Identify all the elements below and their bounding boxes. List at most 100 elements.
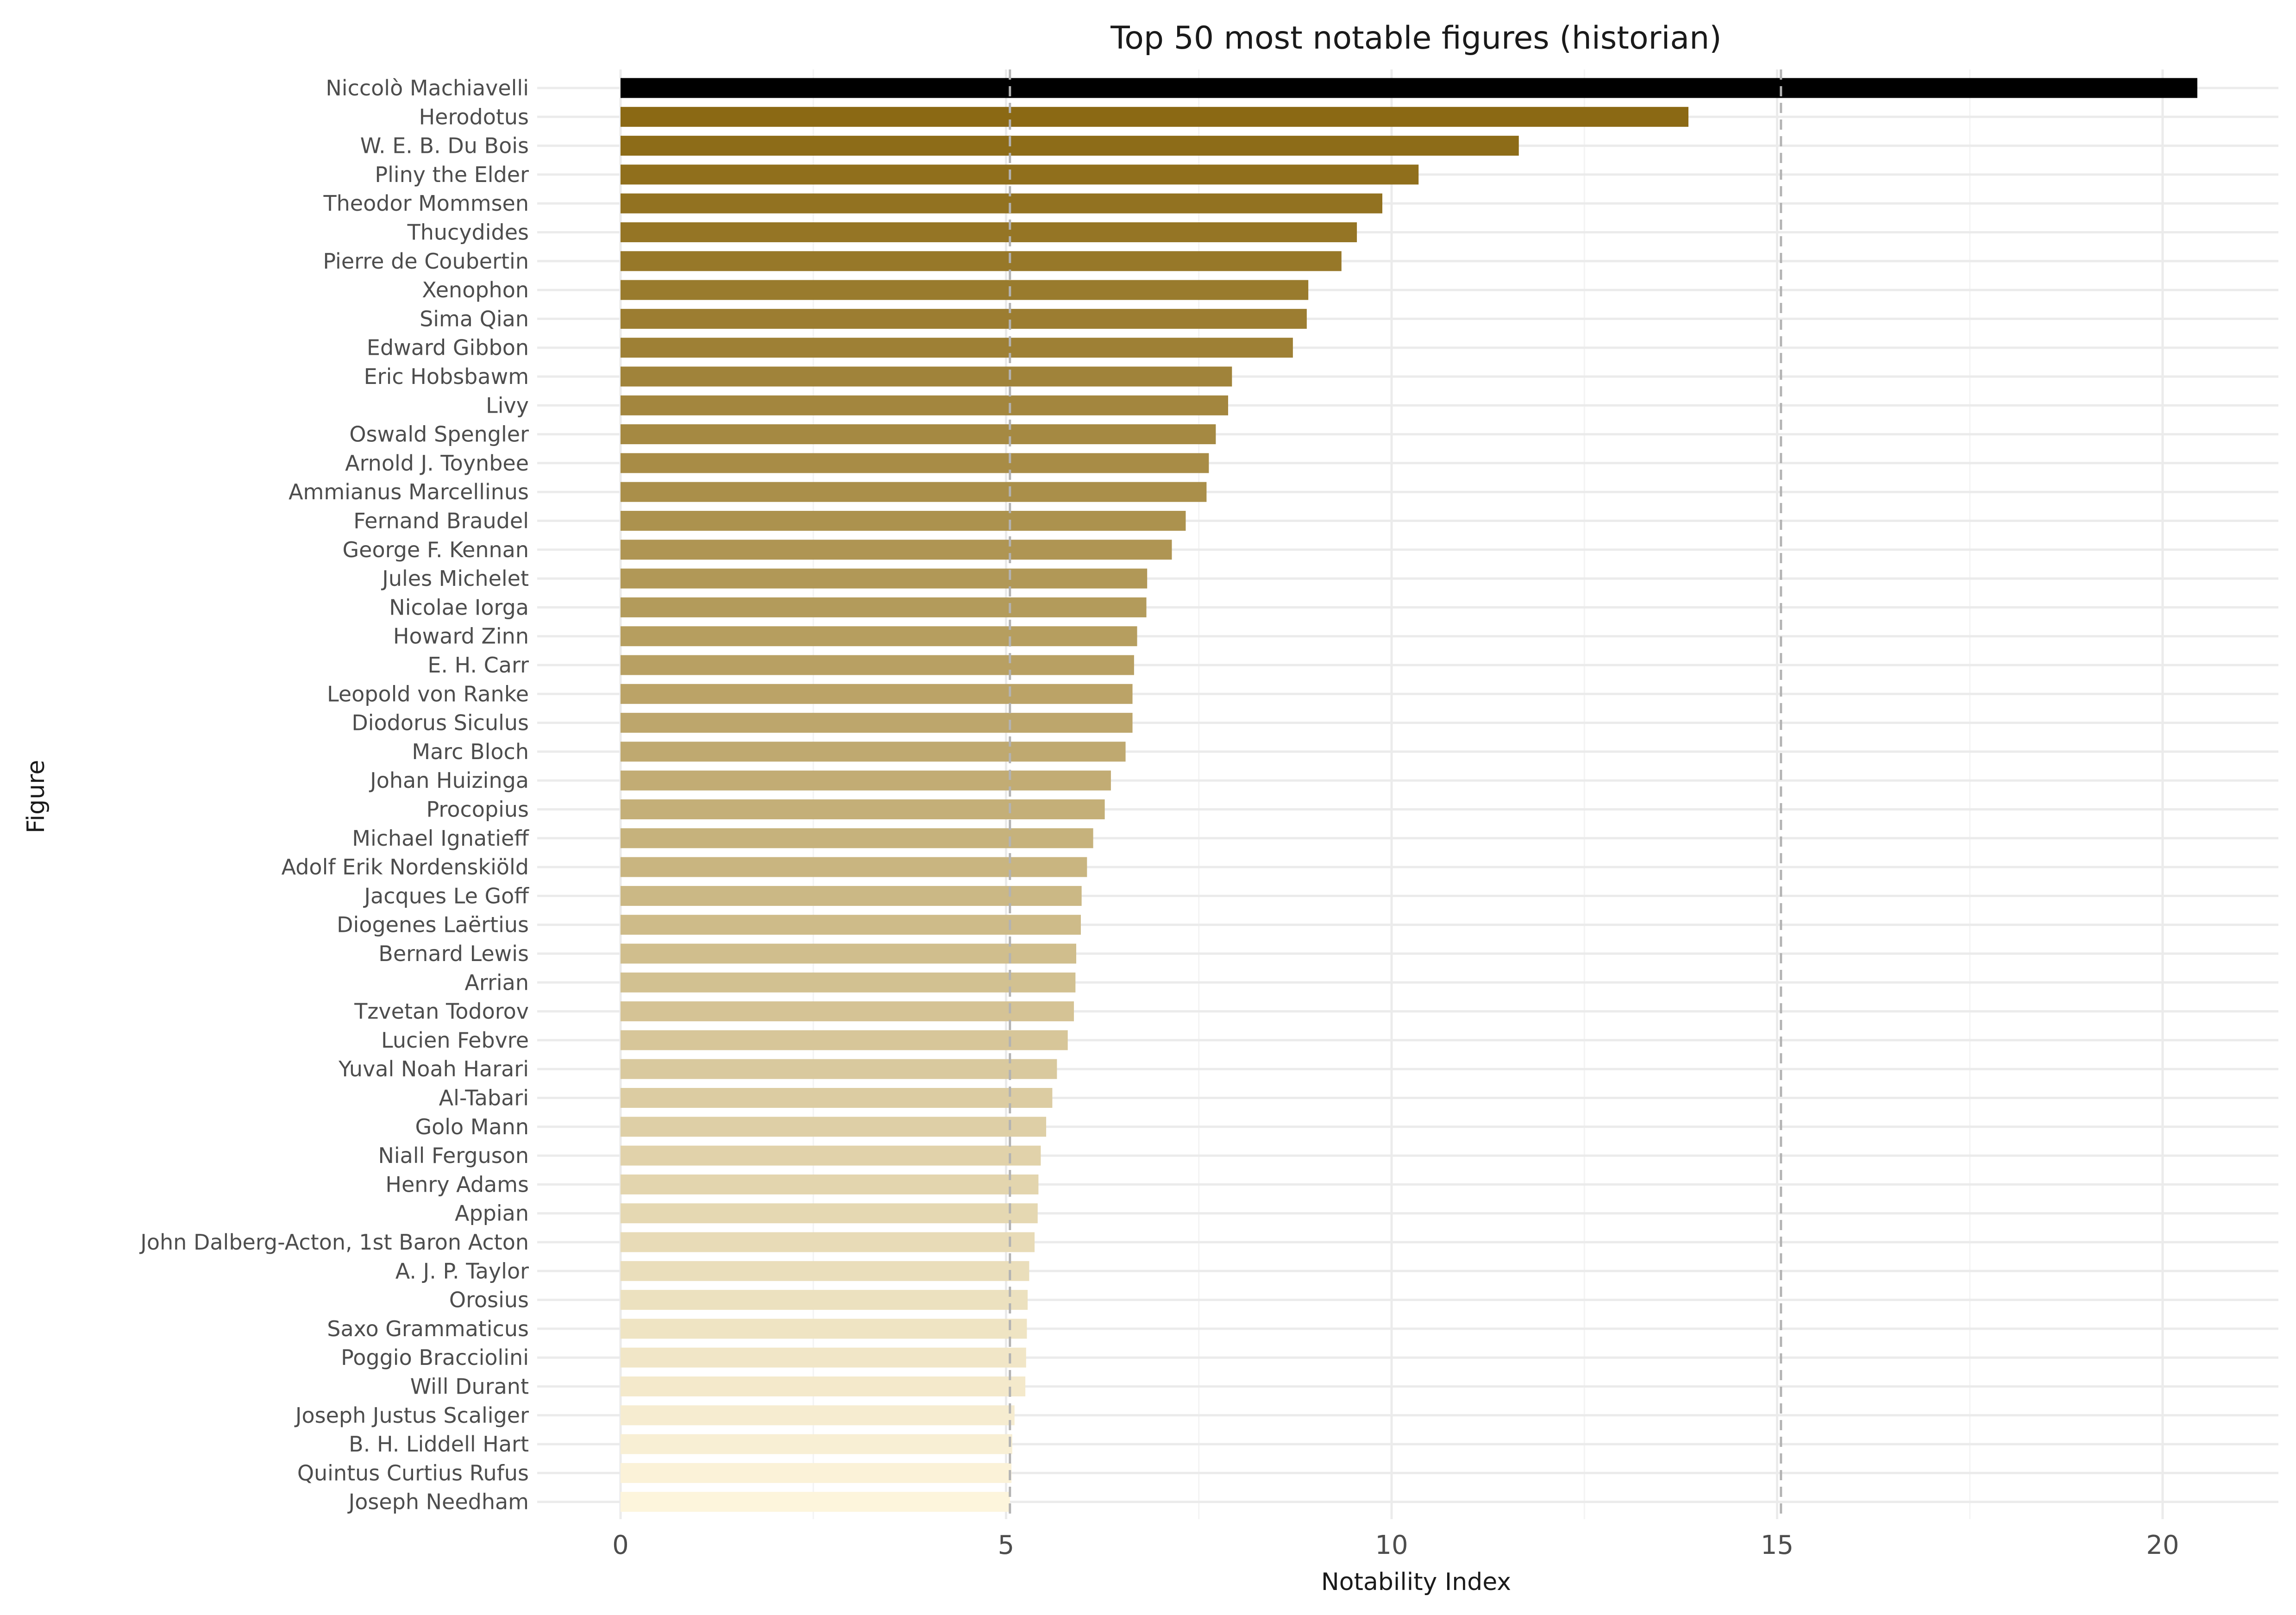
bar xyxy=(621,511,1186,531)
bar xyxy=(621,1203,1038,1224)
y-tick-label: B. H. Liddell Hart xyxy=(349,1432,529,1457)
y-tick-labels: Niccolò Machiavelli Herodotus W. E. B. Du … xyxy=(139,75,529,1514)
bar xyxy=(621,1261,1029,1281)
x-tick-label: 20 xyxy=(2146,1530,2179,1560)
y-tick-label: Orosius xyxy=(449,1288,529,1313)
x-tick-labels: 0 5 10 15 20 xyxy=(612,1530,2179,1560)
bar xyxy=(621,338,1293,358)
x-tick-label: 0 xyxy=(612,1530,629,1560)
bar xyxy=(621,1088,1053,1108)
y-tick-label: Marc Bloch xyxy=(412,739,529,764)
bar xyxy=(621,424,1216,445)
y-tick-label: Nicolae Iorga xyxy=(389,595,529,620)
y-tick-label: Eric Hobsbawm xyxy=(364,364,529,389)
bar xyxy=(621,770,1111,791)
y-tick-label: Saxo Grammaticus xyxy=(327,1316,529,1341)
bar xyxy=(621,1290,1028,1310)
y-tick-label: Herodotus xyxy=(419,104,529,129)
bar xyxy=(621,857,1087,877)
y-tick-label: John Dalberg-Acton, 1st Baron Acton xyxy=(139,1230,529,1255)
bar xyxy=(621,395,1229,415)
x-tick-label: 10 xyxy=(1375,1530,1408,1560)
bar xyxy=(621,655,1134,675)
x-tick-label: 5 xyxy=(998,1530,1015,1560)
y-tick-label: Theodor Mommsen xyxy=(323,191,529,216)
y-tick-label: Pierre de Coubertin xyxy=(323,249,529,274)
y-tick-label: Tzvetan Todorov xyxy=(354,999,529,1024)
y-tick-label: Thucydides xyxy=(407,220,529,245)
y-tick-label: Jacques Le Goff xyxy=(363,883,529,908)
y-tick-label: Edward Gibbon xyxy=(367,335,529,360)
y-tick-label: Sima Qian xyxy=(420,306,529,331)
y-tick-label: A. J. P. Taylor xyxy=(395,1258,529,1283)
bar xyxy=(621,597,1147,617)
y-tick-label: Diogenes Laërtius xyxy=(337,912,529,937)
y-tick-label: Adolf Erik Nordenskiöld xyxy=(282,855,529,880)
bar xyxy=(621,684,1133,704)
bar xyxy=(621,78,2197,98)
bar xyxy=(621,1405,1015,1426)
bar xyxy=(621,568,1148,589)
y-axis-title: Figure xyxy=(22,760,50,834)
y-tick-label: Niall Ferguson xyxy=(378,1143,529,1168)
y-tick-label: Livy xyxy=(486,393,529,418)
y-tick-label: Bernard Lewis xyxy=(378,941,529,966)
bar xyxy=(621,713,1133,733)
y-tick-label: Howard Zinn xyxy=(393,624,529,649)
bar xyxy=(621,915,1081,935)
bar xyxy=(621,1174,1039,1194)
y-tick-label: Xenophon xyxy=(422,277,529,302)
bar xyxy=(621,742,1126,762)
bar xyxy=(621,107,1689,127)
bar xyxy=(621,1463,1012,1483)
bar xyxy=(621,972,1076,993)
y-tick-label: Henry Adams xyxy=(385,1172,529,1197)
y-tick-label: Jules Michelet xyxy=(381,566,529,591)
y-tick-label: Johan Huizinga xyxy=(369,768,529,793)
bar xyxy=(621,799,1105,819)
y-tick-label: Will Durant xyxy=(410,1374,529,1399)
reference-lines xyxy=(1009,69,1782,1519)
y-tick-label: Niccolò Machiavelli xyxy=(326,75,529,101)
y-tick-label: Joseph Needham xyxy=(347,1489,529,1514)
bar xyxy=(621,136,1519,156)
bar xyxy=(621,828,1093,848)
bar xyxy=(621,1030,1068,1050)
y-tick-label: Golo Mann xyxy=(415,1114,529,1139)
y-tick-label: Quintus Curtius Rufus xyxy=(297,1460,529,1485)
x-axis-title: Notability Index xyxy=(1321,1568,1511,1596)
bar xyxy=(621,1117,1047,1137)
y-tick-label: W. E. B. Du Bois xyxy=(360,133,529,158)
bar xyxy=(621,1001,1074,1022)
bar xyxy=(621,366,1232,387)
bar xyxy=(621,308,1307,329)
y-tick-label: Diodorus Siculus xyxy=(351,710,529,735)
bar xyxy=(621,1492,1010,1512)
bar xyxy=(621,1319,1027,1339)
y-tick-label: Fernand Braudel xyxy=(353,509,529,534)
bar xyxy=(621,540,1172,560)
bar xyxy=(621,1059,1057,1079)
bar xyxy=(621,193,1383,214)
y-tick-label: Appian xyxy=(455,1201,529,1226)
bar xyxy=(621,251,1342,271)
bar xyxy=(621,482,1207,502)
bar xyxy=(621,1376,1026,1396)
y-tick-label: George F. Kennan xyxy=(343,537,529,562)
x-tick-label: 15 xyxy=(1761,1530,1794,1560)
y-tick-label: Joseph Justus Scaliger xyxy=(294,1403,529,1428)
y-tick-label: Ammianus Marcellinus xyxy=(289,479,529,504)
y-tick-label: Pliny the Elder xyxy=(375,162,529,187)
bar xyxy=(621,164,1419,185)
bar xyxy=(621,1232,1035,1252)
y-tick-label: Procopius xyxy=(426,797,529,822)
bar xyxy=(621,1145,1041,1166)
y-tick-label: Michael Ignatieff xyxy=(352,826,529,851)
bar xyxy=(621,1434,1012,1454)
bar xyxy=(621,626,1137,647)
bars xyxy=(621,78,2197,1512)
y-tick-label: Arnold J. Toynbee xyxy=(345,451,529,476)
bar xyxy=(621,886,1082,906)
